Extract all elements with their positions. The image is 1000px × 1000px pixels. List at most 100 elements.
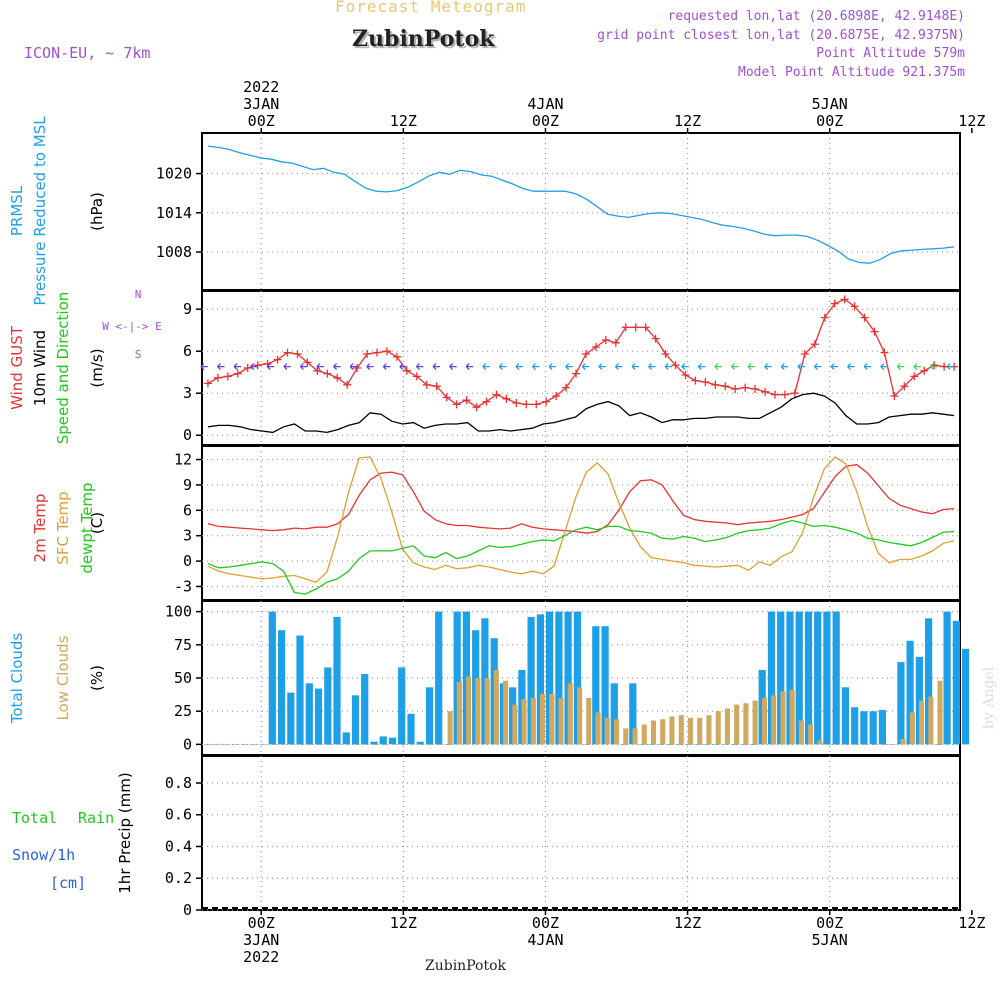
cloud-bar-low	[919, 700, 925, 745]
cloud-bar-total	[444, 744, 452, 745]
ytick-label-wind: 0	[183, 426, 192, 444]
cloud-bar-low	[244, 744, 250, 745]
cloud-bar-low	[336, 744, 342, 745]
gust-marker	[850, 302, 859, 311]
cloud-bar-low	[586, 697, 592, 745]
wind-direction-arrow	[731, 363, 739, 371]
panel-frame-temperature	[201, 445, 961, 601]
cloud-bar-total	[814, 611, 822, 745]
cloud-bar-low	[641, 724, 647, 745]
precip-label-rain: Rain	[78, 809, 114, 827]
gust-marker	[432, 382, 441, 391]
cloud-bar-low	[623, 728, 629, 745]
cloud-bar-low	[660, 719, 666, 745]
gust-marker	[810, 340, 819, 349]
gust-marker	[860, 313, 869, 322]
cloud-bar-total	[730, 744, 739, 745]
cloud-bar-total	[962, 648, 970, 745]
cloud-bar-total	[657, 744, 665, 745]
ytick-label-precip: 0.6	[165, 806, 192, 824]
ytick-label-temperature: 12	[174, 451, 192, 469]
series-line-2m-temp	[207, 463, 955, 534]
panel-label: dewpt Temp	[78, 482, 96, 573]
cloud-bar-total	[333, 616, 341, 745]
cloud-bar-total	[832, 611, 840, 745]
cloud-bar-low	[872, 744, 878, 745]
cloud-bar-total	[749, 744, 757, 745]
wind-direction-arrow	[316, 363, 324, 371]
ytick-label-temperature: 3	[183, 527, 192, 545]
cloud-bar-low	[789, 689, 795, 745]
wind-direction-arrow	[863, 363, 872, 371]
gust-marker	[711, 380, 720, 389]
xaxis-top-label: 3JAN	[243, 95, 279, 113]
wind-direction-arrow	[913, 363, 921, 371]
cloud-bar-total	[721, 744, 729, 745]
cloud-bar-low	[854, 744, 860, 745]
wind-direction-arrow	[532, 363, 540, 371]
gust-marker	[293, 350, 302, 358]
cloud-bar-low	[327, 744, 333, 745]
wind-direction-arrow	[896, 363, 905, 371]
cloud-bar-total	[324, 667, 332, 745]
series-line-wind-gust	[207, 298, 955, 408]
gust-marker	[890, 392, 899, 400]
gust-marker	[771, 390, 780, 399]
cloud-bar-total	[453, 611, 461, 745]
ytick-label-precip: 0.4	[165, 837, 192, 855]
gust-marker	[681, 371, 690, 379]
cloud-bar-low	[882, 744, 888, 745]
wind-direction-arrow	[681, 363, 689, 371]
cloud-bar-low	[650, 720, 656, 745]
cloud-bar-total	[573, 611, 581, 745]
gust-marker	[343, 380, 352, 389]
cloud-bar-total	[592, 626, 600, 745]
gust-marker	[452, 400, 461, 409]
wind-direction-arrow	[449, 363, 457, 371]
gust-marker	[572, 369, 581, 378]
cloud-bar-total	[305, 683, 313, 745]
gust-marker	[243, 364, 252, 372]
wind-direction-arrow	[631, 363, 640, 371]
wind-direction-arrow	[664, 363, 673, 371]
gust-marker	[522, 400, 531, 409]
cloud-bar-total	[601, 626, 609, 745]
gust-marker	[532, 400, 541, 409]
ytick-label-precip: 0.8	[165, 774, 192, 792]
panel-label: 2m Temp	[31, 494, 49, 563]
gust-marker	[631, 323, 640, 332]
cloud-bar-low	[909, 712, 915, 745]
cloud-bar-total	[351, 695, 360, 745]
xaxis-bottom-label: 12Z	[674, 914, 701, 932]
xaxis-bottom-label: 5JAN	[812, 931, 848, 949]
cloud-bar-low	[475, 678, 481, 745]
gust-marker	[870, 327, 879, 336]
gust-marker	[472, 403, 481, 412]
wind-direction-arrow	[432, 363, 441, 371]
wind-direction-arrow	[283, 363, 291, 371]
gust-marker	[363, 350, 372, 358]
xaxis-top-label: 5JAN	[812, 95, 848, 113]
cloud-bar-low	[549, 693, 555, 745]
gust-marker	[661, 350, 670, 358]
cloud-bar-low	[392, 744, 398, 745]
cloud-bar-total	[869, 711, 877, 745]
xaxis-top-label: 00Z	[248, 112, 275, 130]
units-label-clouds: (%)	[88, 665, 106, 691]
cloud-bar-total	[860, 711, 868, 745]
cloud-bar-low	[271, 744, 277, 745]
point-altitude: Point Altitude 579m	[816, 46, 965, 61]
cloud-bar-total	[407, 713, 415, 745]
gust-marker	[303, 358, 312, 367]
gust-marker	[780, 390, 789, 399]
gust-marker	[313, 366, 322, 375]
ytick-label-pressure: 1020	[156, 165, 192, 183]
gust-marker	[213, 373, 222, 382]
cloud-bar-total	[536, 614, 544, 745]
wind-direction-arrow	[697, 363, 706, 371]
cloud-bar-low	[419, 744, 425, 745]
gust-marker	[691, 376, 700, 385]
cloud-bar-total	[314, 688, 323, 745]
cloud-bar-low	[207, 744, 213, 745]
wind-direction-arrow	[349, 363, 358, 371]
